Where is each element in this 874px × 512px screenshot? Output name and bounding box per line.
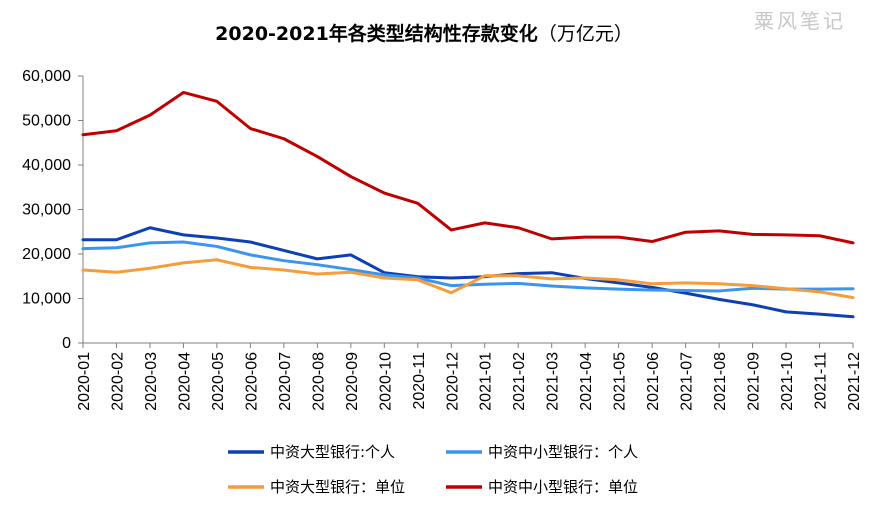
chart-title-unit: （万亿元） — [538, 23, 633, 45]
series-line-1 — [81, 226, 855, 319]
x-tick-label: 2021-02 — [511, 352, 528, 411]
x-tick-label: 2020-03 — [143, 352, 160, 411]
x-tick-label: 2021-09 — [746, 352, 763, 411]
watermark-text: 粟风笔记 — [754, 9, 846, 33]
y-tick-label: 60,000 — [22, 68, 71, 85]
chart-title: 2020-2021年各类型结构性存款变化（万亿元） — [215, 22, 633, 45]
x-tick-label: 2021-10 — [779, 352, 796, 411]
x-tick-label: 2020-04 — [176, 352, 193, 411]
y-tick-label: 20,000 — [22, 246, 71, 263]
legend-label-4: 中资中小型银行：单位 — [488, 478, 638, 496]
x-tick-label: 2021-12 — [846, 352, 863, 411]
x-tick-label: 2021-11 — [813, 352, 830, 410]
y-tick-label: 0 — [62, 335, 71, 352]
legend-label-2: 中资中小型银行：个人 — [488, 443, 638, 461]
x-tick-label: 2020-02 — [109, 352, 126, 411]
legend-label-1: 中资大型银行:个人 — [270, 443, 395, 461]
y-tick-label: 40,000 — [22, 157, 71, 174]
x-tick-label: 2020-01 — [76, 352, 93, 411]
x-tick-label: 2021-08 — [712, 352, 729, 411]
y-tick-label: 30,000 — [22, 202, 71, 219]
x-tick-label: 2020-09 — [344, 352, 361, 411]
x-tick-label: 2021-05 — [612, 352, 629, 411]
x-tick-label: 2020-06 — [243, 352, 260, 411]
x-tick-label: 2020-10 — [377, 352, 394, 411]
axes: 0 10,000 20,000 30,000 40,000 50,000 60,000 202… — [22, 68, 863, 411]
y-tick-label: 10,000 — [22, 291, 71, 308]
x-tick-label: 2021-03 — [545, 352, 562, 411]
x-tick-label: 2020-11 — [411, 352, 428, 410]
x-tick-label: 2021-06 — [645, 352, 662, 411]
x-tick-label: 2021-01 — [478, 352, 495, 411]
series-line-3 — [81, 258, 855, 300]
x-tick-label: 2020-05 — [210, 352, 227, 411]
y-tick-label: 50,000 — [22, 113, 71, 130]
x-tick-label: 2021-07 — [679, 352, 696, 411]
x-tick-label: 2021-04 — [578, 352, 595, 411]
x-tick-label: 2020-08 — [310, 352, 327, 411]
series-group — [81, 90, 855, 319]
legend-label-3: 中资大型银行：单位 — [270, 478, 405, 496]
chart-title-main: 2020-2021年各类型结构性存款变化 — [215, 22, 538, 45]
series-line-4 — [81, 90, 855, 245]
x-tick-label: 2020-12 — [444, 352, 461, 411]
x-tick-label: 2020-07 — [277, 352, 294, 411]
